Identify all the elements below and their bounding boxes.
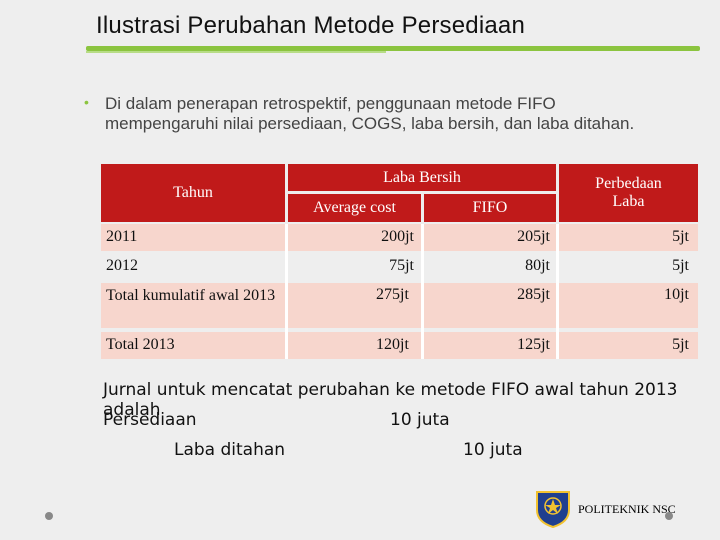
header-laba-bersih-label: Laba Bersih [383, 168, 461, 186]
cell-perbedaan: 10jt [664, 286, 689, 303]
cell-fifo: 285jt [517, 286, 550, 303]
header-perbedaan-laba: Perbedaan Laba [559, 164, 698, 222]
decorative-dot [665, 512, 673, 520]
cell-average-cost: 75jt [389, 257, 414, 274]
header-laba-bersih: Laba Bersih [288, 164, 556, 191]
bullet-text: Di dalam penerapan retrospektif, penggun… [105, 94, 635, 133]
slide-title: Ilustrasi Perubahan Metode Persediaan [96, 12, 525, 39]
cell-fifo: 205jt [517, 228, 550, 245]
column-divider [421, 224, 424, 359]
cell-perbedaan: 5jt [672, 257, 689, 274]
header-fifo: FIFO [424, 194, 556, 222]
title-underline-shadow [86, 51, 386, 53]
table-row-bg-kumulatif [101, 283, 698, 328]
journal-debit-account: Persediaan [103, 410, 197, 430]
cell-fifo: 125jt [517, 336, 550, 353]
cell-perbedaan: 5jt [672, 336, 689, 353]
title-underline [86, 46, 700, 51]
bullet-icon: • [84, 94, 89, 110]
column-divider [556, 224, 559, 359]
journal-debit-amount: 10 juta [390, 410, 450, 430]
journal-credit-amount: 10 juta [463, 440, 523, 460]
table-row-bg-2011 [101, 224, 698, 251]
cell-tahun: 2012 [106, 257, 138, 274]
journal-intro: Jurnal untuk mencatat perubahan ke metod… [103, 380, 678, 420]
table-row-bg-2013 [101, 332, 698, 359]
decorative-dot [45, 512, 53, 520]
politeknik-emblem-icon [533, 488, 573, 529]
cell-tahun: Total 2013 [106, 336, 175, 353]
header-fifo-label: FIFO [472, 199, 508, 216]
cell-average-cost: 275jt [376, 286, 409, 303]
column-divider [285, 224, 288, 359]
cell-average-cost: 120jt [376, 336, 409, 353]
cell-tahun: 2011 [106, 228, 138, 245]
journal-credit-account: Laba ditahan [174, 440, 286, 460]
cell-perbedaan: 5jt [672, 228, 689, 245]
header-average-cost: Average cost [288, 194, 421, 222]
cell-average-cost: 200jt [381, 228, 414, 245]
header-tahun-label: Tahun [173, 184, 213, 201]
logo-text: POLITEKNIK NSC [578, 502, 676, 516]
cell-fifo: 80jt [525, 257, 550, 274]
cell-tahun: Total kumulatif awal 2013 [106, 287, 276, 304]
header-tahun: Tahun [101, 164, 285, 222]
header-average-cost-label: Average cost [313, 199, 396, 216]
header-perbedaan-laba-label: Perbedaan Laba [595, 175, 662, 210]
